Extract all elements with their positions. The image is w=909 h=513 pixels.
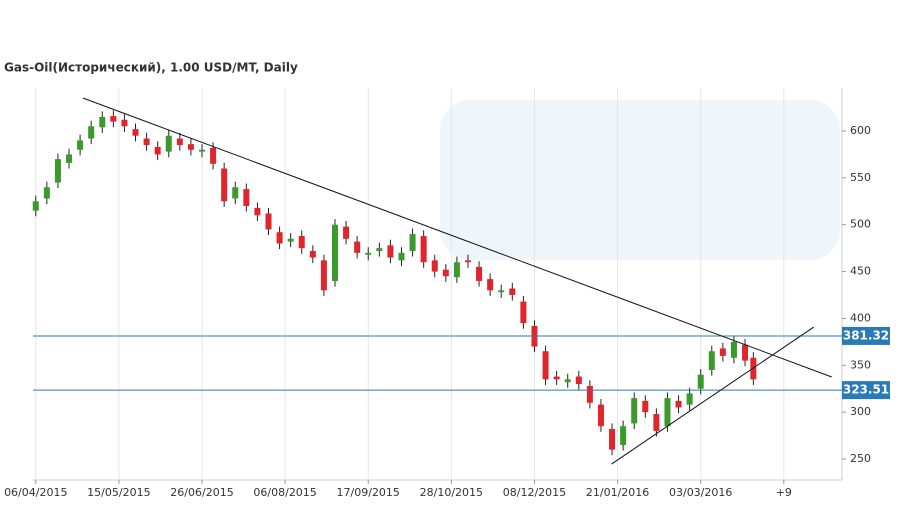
chart-title: Gas-Oil(Исторический), 1.00 USD/MT, Dail… <box>4 61 298 75</box>
candle-body <box>287 238 294 242</box>
x-tick-label: 26/06/2015 <box>170 486 233 499</box>
level-label-box <box>842 326 890 345</box>
candle-body <box>32 201 39 211</box>
candle-body <box>597 404 604 427</box>
level-label: 381.32 <box>843 328 889 342</box>
candle-body <box>442 269 449 277</box>
candle-body <box>66 154 73 163</box>
level-label-box <box>842 381 890 400</box>
candle-body <box>664 398 671 427</box>
x-tick-label: 15/05/2015 <box>87 486 150 499</box>
candle-body <box>77 140 84 150</box>
candle-body <box>453 262 460 278</box>
candle-body <box>165 135 172 152</box>
candle-body <box>121 119 128 127</box>
candle-body <box>719 348 726 356</box>
x-tick-label: +9 <box>776 486 792 499</box>
x-tick-label: 21/01/2016 <box>586 486 649 499</box>
candle-body <box>476 266 483 281</box>
candle-body <box>309 250 316 258</box>
candle-body <box>320 260 327 291</box>
candle-body <box>298 235 305 249</box>
candle-body <box>343 226 350 239</box>
x-tick-label: 28/10/2015 <box>420 486 483 499</box>
candle-body <box>520 301 527 324</box>
candle-body <box>464 260 471 263</box>
y-tick-label: 250 <box>850 452 871 465</box>
candle-body <box>88 126 95 139</box>
candle-body <box>331 224 338 281</box>
candle-body <box>409 234 416 251</box>
candle-body <box>697 374 704 389</box>
candle-body <box>487 279 494 291</box>
candle-body <box>365 252 372 255</box>
candle-body <box>265 213 272 230</box>
x-tick-label: 08/12/2015 <box>503 486 566 499</box>
candle-body <box>132 129 139 136</box>
candle-body <box>420 235 427 263</box>
candle-body <box>509 288 516 296</box>
candle-body <box>154 146 161 155</box>
y-tick-label: 350 <box>850 358 871 371</box>
candle-body <box>187 144 194 150</box>
y-tick-label: 550 <box>850 171 871 184</box>
y-tick-label: 500 <box>850 218 871 231</box>
candle-body <box>708 351 715 370</box>
candle-body <box>387 245 394 258</box>
level-label: 323.51 <box>843 383 889 397</box>
candle-body <box>232 187 239 199</box>
candle-body <box>730 341 737 358</box>
candle-body <box>609 429 616 450</box>
candle-body <box>542 351 549 380</box>
x-tick-label: 06/04/2015 <box>4 486 67 499</box>
candle-body <box>564 379 571 383</box>
candle-body <box>254 207 261 216</box>
candle-body <box>398 252 405 261</box>
y-tick-label: 600 <box>850 124 871 137</box>
candle-body <box>631 398 638 424</box>
watermark <box>440 100 840 260</box>
candle-body <box>54 159 61 183</box>
y-tick-label: 400 <box>850 311 871 324</box>
candle-body <box>210 147 217 164</box>
candle-body <box>99 116 106 128</box>
candle-body <box>553 376 560 380</box>
candle-body <box>642 400 649 413</box>
candle-body <box>653 414 660 431</box>
candle-body <box>431 260 438 272</box>
x-tick-label: 03/03/2016 <box>669 486 732 499</box>
candle-body <box>110 116 117 122</box>
candle-body <box>742 344 749 361</box>
candle-body <box>675 400 682 408</box>
x-tick-label: 17/09/2015 <box>337 486 400 499</box>
candle-body <box>176 138 183 146</box>
candle-body <box>43 187 50 199</box>
trend-line <box>82 97 832 378</box>
candle-body <box>143 138 150 146</box>
candle-body <box>575 376 582 385</box>
candle-body <box>586 385 593 403</box>
candle-body <box>243 189 250 206</box>
candle-body <box>686 393 693 405</box>
candle-body <box>199 149 206 152</box>
candle-body <box>354 241 361 253</box>
trend-line <box>611 326 815 465</box>
y-tick-label: 300 <box>850 405 871 418</box>
candle-body <box>620 426 627 445</box>
candle-body <box>498 290 505 293</box>
y-tick-label: 450 <box>850 265 871 278</box>
candle-body <box>376 248 383 251</box>
candle-body <box>276 232 283 244</box>
candle-body <box>221 168 228 202</box>
x-tick-label: 06/08/2015 <box>253 486 316 499</box>
